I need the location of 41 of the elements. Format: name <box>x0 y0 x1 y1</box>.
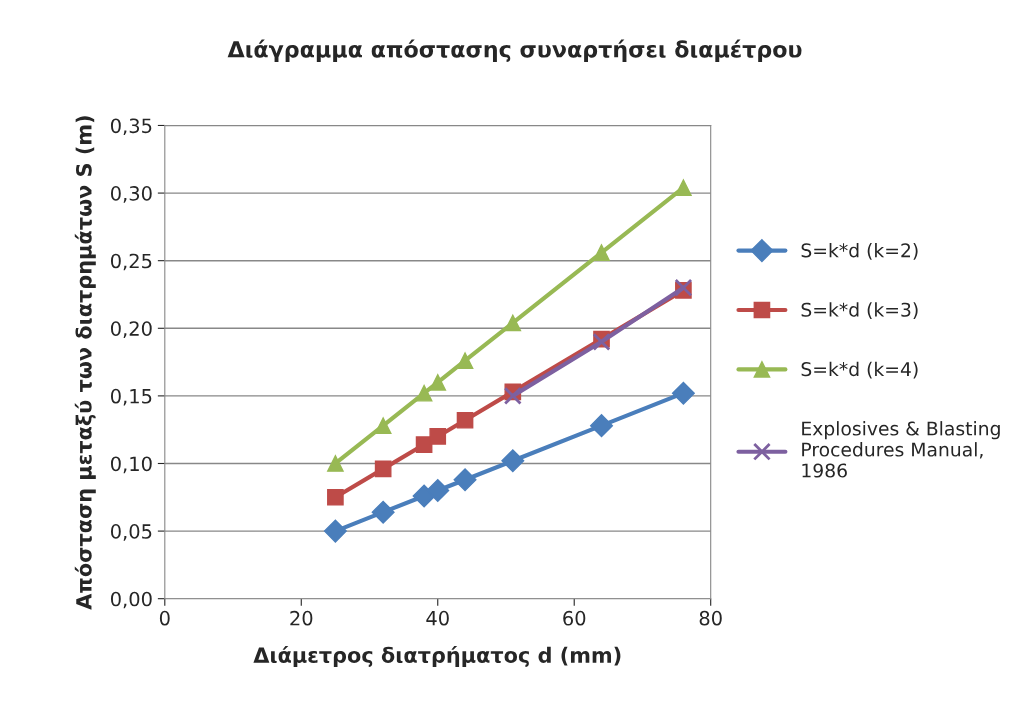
y-axis-title: Απόσταση μεταξύ των διατρημάτων S (m) <box>74 116 96 610</box>
x-axis-title: Διάμετρος διατρήματος d (mm) <box>253 645 621 667</box>
y-tick-label: 0,05 <box>110 524 152 541</box>
point <box>675 179 692 197</box>
point <box>504 314 522 332</box>
point <box>456 352 474 370</box>
x-tick-label: 20 <box>290 610 313 626</box>
point <box>327 455 344 472</box>
point <box>456 411 474 429</box>
point <box>371 500 395 524</box>
x-tick-label: 0 <box>159 610 170 626</box>
point <box>327 488 344 506</box>
y-tick-label: 0,25 <box>110 253 152 271</box>
point <box>323 519 347 543</box>
point <box>426 479 450 503</box>
x-tick-label: 60 <box>563 610 586 626</box>
y-tick-label: 0,10 <box>110 456 152 474</box>
point <box>429 374 447 391</box>
point <box>415 384 433 402</box>
point <box>674 278 693 297</box>
y-tick-label: 0,30 <box>110 186 152 203</box>
point <box>671 381 695 405</box>
point <box>453 468 477 492</box>
y-tick-label: 0,35 <box>110 118 152 136</box>
point <box>429 428 447 445</box>
legend-label: S=k*d (k=3) <box>801 302 918 320</box>
legend-label: S=k*d (k=2) <box>801 242 918 260</box>
chart-title: Διάγραμμα απόστασης συναρτήσει διαμέτρου <box>227 39 802 63</box>
point <box>503 386 522 405</box>
point <box>590 414 614 438</box>
legend-label: S=k*d (k=4) <box>801 361 918 379</box>
y-tick-label: 0,15 <box>110 388 152 406</box>
legend-label: Explosives & Blasting Procedures Manual, 1986 <box>802 421 1000 478</box>
y-tick-label: 0,20 <box>110 321 152 338</box>
point <box>374 460 392 478</box>
point <box>593 244 610 261</box>
point <box>501 449 525 473</box>
y-tick-label: 0,00 <box>110 591 152 609</box>
point <box>374 417 392 434</box>
x-tick-label: 80 <box>699 610 722 626</box>
x-tick-label: 40 <box>426 610 449 626</box>
